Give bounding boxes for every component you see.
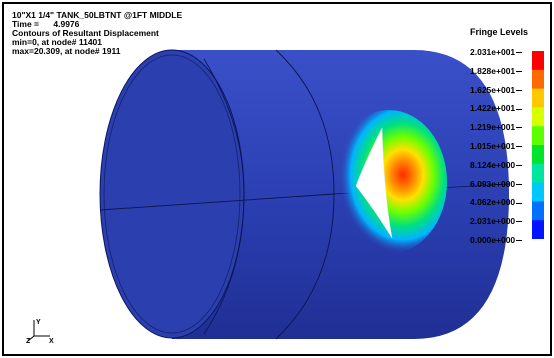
contour-description: Contours of Resultant Displacement — [12, 28, 159, 38]
legend-level-value: 0.000e+000 — [470, 235, 516, 245]
legend-level-2: 1.625e+001 — [470, 84, 523, 95]
triad-y-label: Y — [36, 319, 41, 326]
legend-level-value: 2.031e+001 — [470, 47, 516, 57]
legend-level-9: 2.031e+000 — [470, 216, 523, 227]
legend-level-5: 1.015e+001 — [470, 141, 523, 151]
mesh-seam-inner — [203, 58, 245, 335]
legend-level-value: 6.093e+000 — [470, 178, 516, 189]
time-value: 4.9976 — [53, 19, 80, 29]
legend-level-value: 8.124e+000 — [470, 159, 516, 170]
time-label: Time = — [12, 19, 40, 29]
legend-level-value: 1.219e+001 — [470, 122, 516, 133]
cylinder-model-view[interactable] — [4, 4, 550, 354]
legend-level-value: 1.625e+001 — [470, 84, 516, 95]
max-readout: max=20.309, at node# 1911 — [12, 46, 121, 56]
legend-colorbar — [532, 51, 544, 239]
legend-level-10: 0.000e+000 — [470, 235, 523, 245]
triad-z-label: Z — [26, 338, 31, 344]
colorbar-band-3 — [532, 107, 544, 127]
legend-level-0: 2.031e+001 — [470, 47, 523, 57]
colorbar-band-9 — [532, 220, 544, 239]
legend-title: Fringe Levels — [470, 27, 529, 37]
legend-level-6: 8.124e+000 — [470, 159, 523, 170]
legend-level-1: 1.828e+001 — [470, 65, 523, 76]
legend-level-7: 6.093e+000 — [470, 178, 523, 189]
colorbar-band-7 — [532, 182, 544, 202]
colorbar-band-6 — [532, 163, 544, 184]
triad-x-label: X — [49, 338, 54, 344]
time-readout: Time = 4.9976 — [12, 20, 79, 29]
min-readout: min=0, at node# 11401 — [12, 37, 103, 47]
legend-level-value: 1.015e+001 — [470, 141, 516, 151]
blast-hole — [355, 127, 393, 239]
title-text: 10"X1 1/4" TANK_50LBTNT @1FT MIDDLE — [12, 10, 183, 20]
legend-level-value: 4.062e+000 — [470, 197, 516, 208]
colorbar-band-0 — [532, 51, 544, 71]
colorbar-band-2 — [532, 88, 544, 108]
colorbar-band-8 — [532, 201, 544, 221]
legend-level-value: 1.422e+001 — [470, 103, 516, 114]
legend-level-value: 1.828e+001 — [470, 65, 516, 76]
colorbar-band-1 — [532, 69, 544, 90]
legend-level-3: 1.422e+001 — [470, 103, 523, 114]
axis-triad-icon: Y X Z — [26, 319, 54, 344]
colorbar-band-5 — [532, 145, 544, 165]
legend-level-8: 4.062e+000 — [470, 197, 523, 208]
cylinder-inner-rim — [103, 54, 241, 334]
mesh-axis-line — [99, 193, 335, 211]
legend-level-4: 1.219e+001 — [470, 122, 523, 133]
legend-level-value: 2.031e+000 — [470, 216, 516, 227]
colorbar-band-4 — [532, 126, 544, 146]
displacement-contour — [331, 110, 447, 254]
